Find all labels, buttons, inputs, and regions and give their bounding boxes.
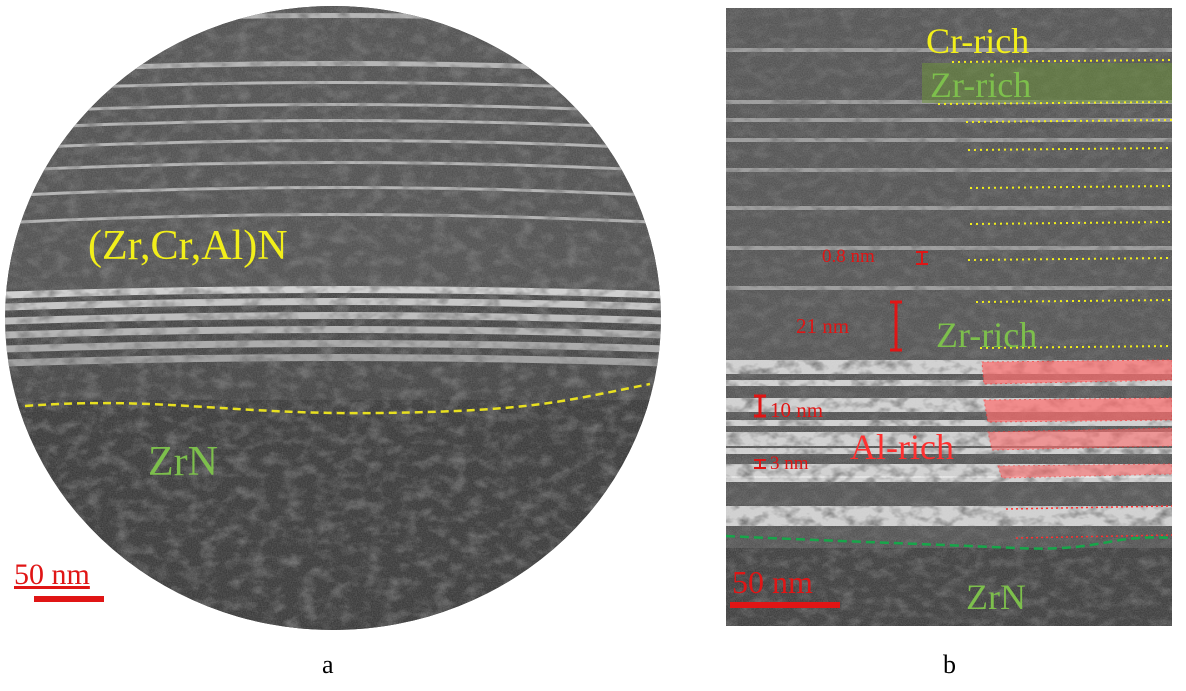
dimension-markers: [754, 251, 928, 469]
interface-line: [24, 382, 651, 415]
dotted-layer-line: [969, 221, 1172, 225]
dotted-layer-line: [967, 257, 1172, 261]
dotted-layer-line: [951, 59, 1172, 63]
dimension-label-21nm: 21 nm: [796, 314, 850, 338]
tem-micrograph-b: [726, 8, 1172, 626]
scale-bar: [34, 596, 104, 602]
interface-line-b: [726, 534, 1172, 550]
dotted-layer-line: [979, 345, 1172, 349]
cr-rich-label: Cr-rich: [926, 21, 1030, 61]
dotted-layer-line: [967, 147, 1172, 151]
dimension-label-10nm: 10 nm: [770, 398, 824, 422]
zr-rich-top-label: Zr-rich: [930, 65, 1032, 105]
caption-a: a: [322, 650, 334, 679]
coating-label: (Zr,Cr,Al)N: [88, 223, 288, 269]
substrate-label-b: ZrN: [966, 577, 1026, 617]
scale-bar-label-b: 50 nm: [732, 564, 813, 600]
substrate-label: ZrN: [148, 439, 218, 485]
dotted-layer-line: [969, 185, 1172, 189]
al-rich-label: Al-rich: [850, 427, 954, 467]
dotted-layer-line: [965, 119, 1172, 123]
al-rich-overlays: [981, 359, 1172, 539]
tem-micrograph-a: [5, 6, 661, 630]
dotted-layer-line: [975, 299, 1172, 303]
zr-rich-mid-label: Zr-rich: [936, 315, 1038, 355]
scale-bar-b: [730, 602, 840, 608]
dimension-label-0-8nm: 0.8 nm: [822, 246, 875, 267]
dimension-label-3nm: 3 nm: [770, 453, 809, 474]
caption-b: b: [943, 650, 956, 679]
scale-bar-label: 50 nm: [14, 558, 90, 591]
tem-image-panel-a: (Zr,Cr,Al)N ZrN 50 nm: [5, 6, 661, 630]
zr-rich-overlay: [922, 63, 1172, 103]
cr-rich-layer-lines: [937, 59, 1172, 349]
tem-image-panel-b: Cr-rich Zr-rich Zr-rich Al-rich ZrN 0.8 …: [726, 8, 1186, 628]
